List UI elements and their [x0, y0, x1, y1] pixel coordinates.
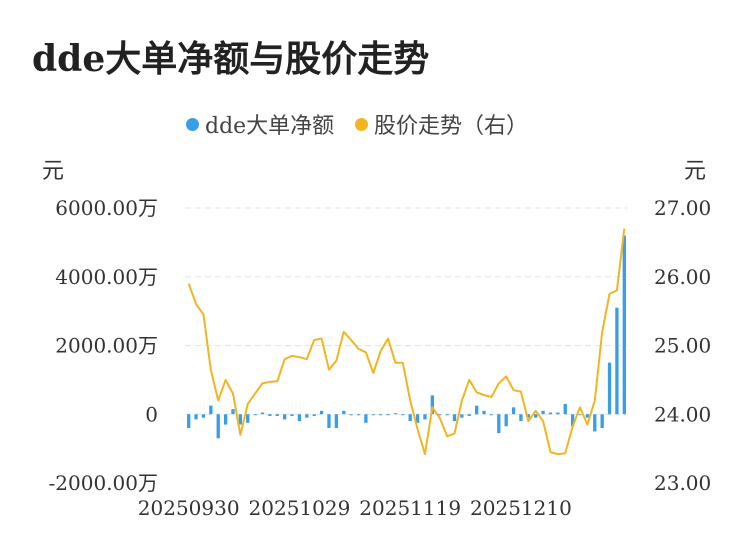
- bar: [216, 414, 220, 439]
- bar: [541, 410, 545, 415]
- bar: [607, 362, 612, 415]
- bar: [393, 413, 398, 415]
- bar: [489, 414, 494, 416]
- bar: [356, 414, 361, 416]
- bar: [238, 414, 243, 425]
- bar: [209, 405, 213, 415]
- bar: [563, 403, 567, 415]
- bar: [378, 414, 383, 416]
- bar: [526, 414, 530, 418]
- bar: [349, 414, 353, 416]
- left-tick-label: 0: [145, 402, 158, 426]
- right-tick-label: 25.00: [654, 334, 711, 358]
- right-tick-label: 27.00: [654, 196, 711, 220]
- bar: [615, 307, 619, 415]
- right-tick-label: 24.00: [654, 402, 711, 426]
- left-tick-label: 6000.00万: [55, 196, 158, 220]
- right-tick-label: 26.00: [654, 265, 711, 289]
- legend-item-price[interactable]: 股价走势（右）: [355, 108, 528, 140]
- bar: [578, 414, 582, 416]
- axis-labels: -2000.00万 0 2000.00万 4000.00万 6000.00万 23.00 2…: [42, 159, 711, 520]
- bar: [497, 414, 501, 434]
- left-tick-label: 2000.00万: [55, 334, 158, 358]
- bar: [194, 414, 198, 420]
- bar: [253, 414, 257, 416]
- bar: [445, 414, 449, 416]
- bar: [371, 414, 375, 416]
- left-tick-label: -2000.00万: [49, 471, 158, 495]
- left-tick-label: 4000.00万: [55, 265, 158, 289]
- bar: [534, 414, 538, 418]
- line-series: [187, 228, 626, 456]
- bar: [187, 414, 191, 428]
- bar: [460, 414, 464, 418]
- bar: [482, 410, 486, 415]
- legend-dot-icon: [186, 117, 199, 131]
- chart-title: dde大单净额与股价走势: [32, 38, 430, 80]
- bar: [327, 414, 331, 428]
- bar: [504, 414, 508, 427]
- bar: [511, 407, 516, 415]
- bar: [401, 414, 405, 416]
- bar: [283, 414, 287, 420]
- bar: [519, 414, 523, 422]
- x-tick-label: 20251119: [359, 496, 461, 520]
- legend-item-dde[interactable]: dde大单净额: [186, 108, 334, 140]
- bar: [430, 395, 435, 415]
- bar: [438, 414, 442, 416]
- bar: [593, 414, 597, 432]
- bar: [570, 414, 575, 427]
- bar: [423, 414, 427, 420]
- legend-dot-icon: [355, 117, 368, 131]
- price-line: [187, 228, 626, 456]
- right-tick-label: 23.00: [654, 471, 711, 495]
- legend-label-dde: dde大单净额: [205, 114, 335, 139]
- bar: [319, 410, 324, 415]
- x-tick-label: 20250930: [138, 496, 240, 520]
- bar: [297, 414, 302, 422]
- bar: [334, 414, 339, 428]
- bar: [386, 414, 390, 416]
- bar: [622, 235, 626, 415]
- bar: [600, 414, 604, 428]
- bar: [585, 414, 590, 418]
- right-axis-unit: 元: [684, 159, 706, 184]
- x-tick-label: 20251210: [470, 496, 572, 520]
- legend-label-price: 股价走势（右）: [374, 114, 529, 139]
- bar: [201, 414, 206, 418]
- bar: [548, 412, 553, 415]
- bar: [312, 414, 316, 416]
- bar: [305, 414, 309, 418]
- bar: [268, 414, 272, 416]
- bar: [342, 410, 346, 415]
- bar: [275, 414, 279, 416]
- bar: [452, 414, 457, 422]
- bar: [290, 414, 294, 416]
- bar: [231, 409, 235, 415]
- bar: [223, 414, 228, 425]
- bar: [415, 414, 420, 423]
- bar: [246, 414, 250, 423]
- bar: [556, 412, 560, 415]
- bar: [260, 412, 265, 415]
- bar-series: [187, 235, 626, 439]
- bar: [408, 414, 412, 422]
- x-tick-label: 20251029: [249, 496, 351, 520]
- bar: [364, 414, 368, 423]
- left-axis-unit: 元: [42, 159, 64, 184]
- legend: dde大单净额 股价走势（右）: [0, 108, 750, 140]
- bar: [467, 414, 471, 416]
- bar: [474, 405, 479, 415]
- grid-layer: [185, 207, 628, 415]
